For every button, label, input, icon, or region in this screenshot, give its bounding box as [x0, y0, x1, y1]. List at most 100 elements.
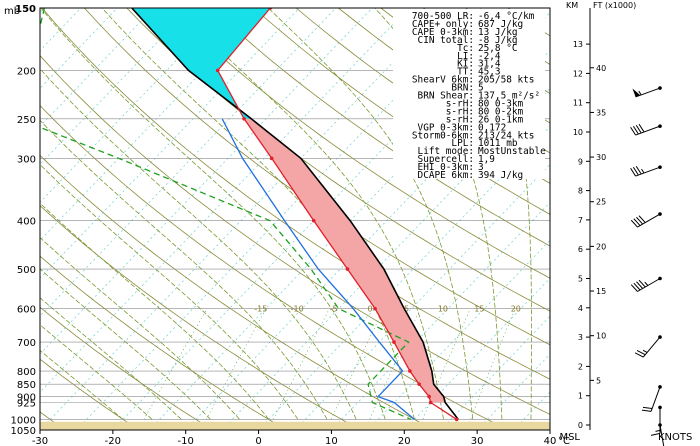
stat-value: MostUnstable — [478, 146, 546, 157]
stat-label: LPL: — [451, 138, 474, 149]
stat-label: KI: — [457, 59, 474, 70]
plot-frame — [39, 7, 551, 431]
stat-label: TT: — [457, 67, 474, 78]
isotherm-label: 0 — [368, 305, 373, 314]
series-lines — [40, 8, 459, 422]
stat-value: 137,5 m²/s² — [478, 91, 540, 102]
wind-barb-staff — [637, 278, 661, 292]
km-tick-label: 7 — [578, 216, 583, 225]
moist-adiabat — [40, 202, 270, 420]
knots-label: KNOTS — [658, 432, 692, 443]
temperature-point — [417, 382, 421, 386]
stat-value: 394 J/kg — [478, 170, 523, 181]
pressure-tick-label: 150 — [15, 4, 36, 15]
ft-tick-label: 40 — [596, 64, 606, 73]
pressure-tick-label: 1000 — [11, 415, 36, 426]
stat-label: CAPE+ only: — [412, 19, 474, 30]
wind-barb-full — [634, 352, 644, 358]
msl-label: MSL — [559, 432, 580, 443]
mixing-ratio-line — [200, 308, 267, 430]
y-axis-unit-label: mb — [4, 6, 20, 17]
temp-tick-label: 40 — [544, 436, 557, 446]
wind-barb-half — [655, 429, 661, 432]
upper-area — [131, 8, 271, 119]
stat-value: 213/24 kts — [478, 130, 534, 141]
stat-label: VGP 0-3km: — [418, 122, 474, 133]
temperature-point — [269, 156, 274, 161]
wind-barb-staff — [635, 125, 661, 136]
stat-label: Supercell: — [418, 154, 474, 165]
x-axis-unit-label: °C — [558, 436, 570, 446]
pressure-tick-label: 800 — [17, 367, 36, 378]
stat-label: CIN total: — [418, 35, 474, 46]
wind-barb — [630, 123, 662, 136]
stat-label: Lift mode: — [418, 146, 474, 157]
stat-label: Tc: — [457, 43, 474, 54]
temp-tick-label: -10 — [178, 436, 194, 446]
pressure-tick-label: 200 — [17, 66, 36, 77]
pressure-tick-label: 900 — [17, 393, 36, 404]
wind-barb-full — [641, 409, 652, 412]
stat-value: -6,4 °C/km — [478, 11, 535, 22]
moist-adiabat — [40, 68, 357, 420]
km-tick-label: 0 — [578, 421, 583, 430]
area-fills — [131, 8, 446, 403]
isotherm-label: 10 — [438, 305, 448, 314]
isotherm-label: -15 — [254, 305, 267, 314]
stat-label: DCAPE 6km: — [418, 170, 474, 181]
stat-label: s-rH: — [446, 114, 474, 125]
stat-value: 687 J/kg — [478, 19, 523, 30]
wind-barb-staff — [650, 386, 661, 412]
wind-barb-full — [633, 125, 639, 135]
isotherm-label: -10 — [291, 305, 304, 314]
wind-barb-half — [641, 168, 645, 174]
km-tick-label: 12 — [573, 69, 583, 78]
stat-value: 80 0-2km — [478, 106, 524, 117]
ft-axis-title: FT (x1000) — [593, 1, 636, 10]
moist-adiabat — [40, 163, 299, 420]
stat-label: ShearV 6km: — [412, 75, 474, 86]
plot-border — [39, 7, 551, 431]
wind-barb-full — [633, 218, 641, 226]
temperature-point — [392, 340, 396, 344]
pressure-tick-label: 600 — [17, 305, 36, 316]
isotherm-label: 15 — [474, 305, 484, 314]
mixing-ratio-line — [137, 308, 208, 430]
stat-value: -2,4 — [478, 51, 501, 62]
stats-background — [393, 9, 545, 179]
stat-value: -8 J/kg — [478, 35, 518, 46]
wind-barb-full — [633, 282, 641, 291]
temperature-point — [428, 400, 433, 405]
km-tick-label: 11 — [573, 99, 583, 108]
ft-tick-label: 30 — [596, 153, 606, 162]
wind-barb-full — [636, 350, 646, 356]
wind-barb-full — [636, 216, 644, 225]
stat-label: CAPE 0-3km: — [412, 27, 474, 38]
axes: mb15020025030040050060070080085090092510… — [4, 4, 570, 446]
temp-tick-label: 20 — [398, 436, 411, 446]
km-tick-label: 1 — [578, 392, 583, 401]
series-parcel-line — [131, 8, 459, 420]
wind-barb-full — [638, 215, 646, 223]
wind-barb — [641, 385, 662, 412]
km-tick-label: 13 — [573, 40, 583, 49]
stat-label: s-rH: — [446, 98, 474, 109]
temp-tick-label: -20 — [105, 436, 121, 446]
wind-barb — [658, 423, 665, 446]
temperature-point — [408, 369, 412, 373]
moist-adiabat — [40, 324, 153, 420]
temp-tick-label: 30 — [471, 436, 484, 446]
ft-tick-label: 20 — [596, 242, 606, 251]
stat-value: 1011 mb — [478, 138, 518, 149]
ground-band — [40, 421, 550, 430]
wind-barb-full — [635, 165, 642, 175]
temperature-point — [242, 116, 246, 121]
wind-barb-flag — [632, 88, 641, 97]
km-axis-title: KM — [566, 1, 578, 10]
wind-barb — [650, 405, 662, 436]
pressure-tick-label: 500 — [17, 265, 36, 276]
pressure-tick-label: 300 — [17, 154, 36, 165]
wind-barb — [632, 86, 662, 98]
pressure-tick-label: 1050 — [11, 426, 36, 437]
